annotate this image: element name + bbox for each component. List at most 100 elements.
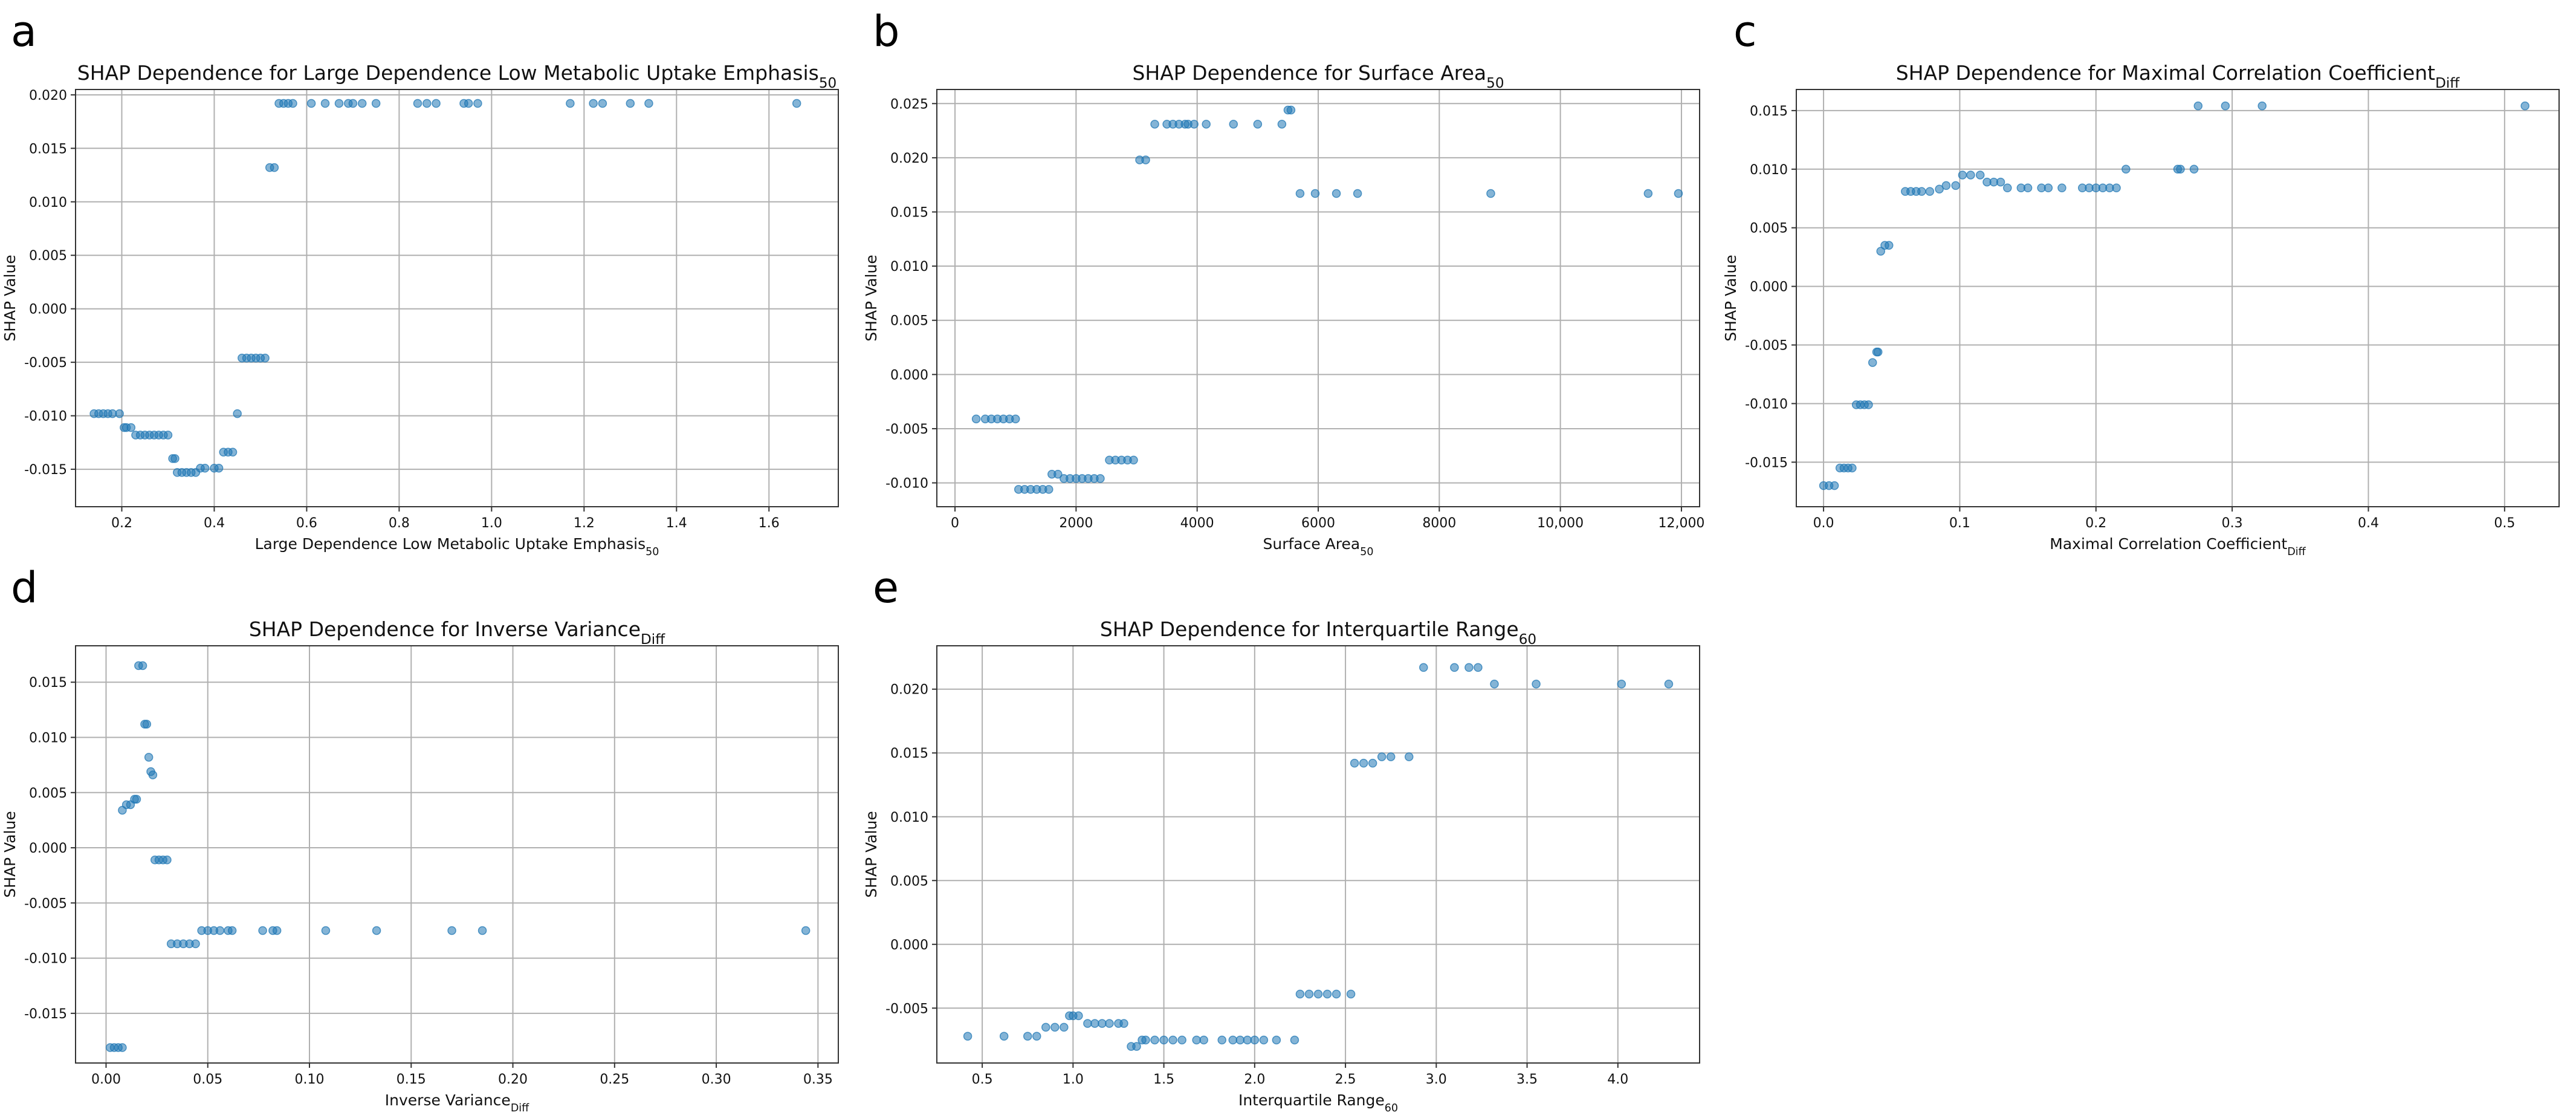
y-tick-label: 0.025 (890, 97, 928, 112)
data-point (118, 1043, 127, 1052)
data-point (1966, 171, 1975, 180)
x-axis-label-text: Surface Area (1263, 535, 1361, 553)
y-tick-label: -0.015 (24, 463, 67, 478)
chart-panel-c: c SHAP Dependence for Maximal Correlation… (1722, 7, 2560, 558)
x-tick-label: 0.25 (600, 1072, 629, 1087)
data-point (1404, 752, 1414, 761)
data-point (413, 99, 422, 108)
x-tick-label: 12,000 (1658, 516, 1704, 531)
data-point (1041, 1022, 1050, 1032)
chart-title: SHAP Dependence for Interquartile Range6… (1100, 617, 1536, 648)
data-point (1119, 1019, 1128, 1028)
data-point (163, 431, 173, 440)
data-point (1189, 120, 1199, 129)
data-point (228, 447, 238, 457)
data-point (1168, 1035, 1177, 1045)
x-tick-label: 0.20 (498, 1072, 528, 1087)
y-axis-label: SHAP Value (862, 255, 880, 341)
x-tick-label: 4000 (1180, 516, 1214, 531)
data-point (971, 414, 981, 424)
data-point (348, 99, 358, 108)
x-tick-label: 1.2 (574, 516, 595, 531)
data-point (1941, 181, 1951, 190)
data-point (272, 926, 282, 935)
x-tick-label: 4.0 (1607, 1072, 1628, 1087)
data-point (1023, 1032, 1032, 1041)
plot-area-frame (75, 89, 839, 507)
data-point (1674, 189, 1683, 198)
x-axis-label-subscript: 50 (1360, 546, 1373, 558)
data-point (227, 926, 237, 935)
data-point (1884, 241, 1894, 250)
data-point (1876, 247, 1885, 256)
data-point (477, 926, 487, 935)
data-point (1310, 189, 1320, 198)
y-tick-label: 0.000 (1750, 280, 1788, 295)
x-axis-label-subscript: 60 (1385, 1102, 1398, 1114)
x-tick-label: 2.5 (1335, 1072, 1356, 1087)
data-point (2057, 183, 2066, 193)
chart-title-subscript: 50 (819, 76, 837, 91)
data-point (258, 926, 267, 935)
x-tick-label: 6000 (1301, 516, 1335, 531)
x-tick-label: 0.4 (204, 516, 225, 531)
x-tick-label: 10,000 (1537, 516, 1584, 531)
x-tick-label: 0.3 (2222, 516, 2243, 531)
data-point (321, 926, 331, 935)
y-tick-label: -0.005 (885, 1001, 928, 1016)
data-point (1150, 1035, 1159, 1045)
y-tick-label: -0.010 (885, 476, 928, 492)
x-axis-label-text: Maximal Correlation Coefficient (2050, 535, 2287, 553)
x-axis-label: Large Dependence Low Metabolic Uptake Em… (255, 535, 659, 558)
y-tick-label: 0.005 (29, 249, 67, 264)
data-point (2520, 101, 2529, 111)
data-point (1332, 989, 1341, 999)
data-point (1090, 1019, 1099, 1028)
data-point (1868, 358, 1877, 367)
data-point (1486, 189, 1495, 198)
y-axis-label: SHAP Value (1, 811, 19, 897)
data-point (1958, 171, 1967, 180)
data-point (148, 770, 158, 779)
x-tick-label: 2000 (1059, 516, 1093, 531)
data-point (566, 99, 575, 108)
x-axis-label: Surface Area50 (1263, 535, 1374, 558)
x-tick-label: 1.6 (759, 516, 780, 531)
data-point (1346, 989, 1356, 999)
data-point (1353, 189, 1362, 198)
data-point (357, 99, 367, 108)
y-tick-label: 0.005 (890, 314, 928, 329)
data-point (422, 99, 432, 108)
data-point (1060, 1022, 1069, 1032)
y-tick-label: 0.015 (890, 746, 928, 761)
data-point (115, 409, 124, 418)
y-tick-label: 0.000 (890, 938, 928, 953)
data-point (1032, 1032, 1041, 1041)
y-tick-label: 0.010 (890, 259, 928, 275)
data-point (1830, 481, 1839, 490)
data-point (1304, 989, 1314, 999)
x-tick-label: 0.2 (2085, 516, 2106, 531)
data-point (2044, 183, 2053, 193)
x-tick-label: 0.6 (296, 516, 317, 531)
data-point (589, 99, 598, 108)
data-point (1074, 1011, 1083, 1021)
data-point (1250, 1035, 1260, 1045)
y-tick-label: 0.010 (890, 810, 928, 825)
y-tick-label: -0.010 (24, 409, 67, 424)
data-point (1864, 400, 1873, 409)
data-point (1044, 485, 1053, 494)
data-point (306, 99, 316, 108)
data-point (432, 99, 441, 108)
y-tick-label: 0.015 (890, 206, 928, 221)
chart-title-text: SHAP Dependence for Large Dependence Low… (77, 61, 819, 85)
x-tick-label: 0.35 (803, 1072, 833, 1087)
x-tick-label: 0.10 (295, 1072, 325, 1087)
data-point (1419, 663, 1428, 672)
data-point (1253, 120, 1263, 129)
y-tick-label: 0.005 (890, 874, 928, 889)
y-tick-label: 0.005 (29, 786, 67, 801)
data-point (598, 99, 607, 108)
y-tick-label: 0.020 (29, 88, 67, 103)
